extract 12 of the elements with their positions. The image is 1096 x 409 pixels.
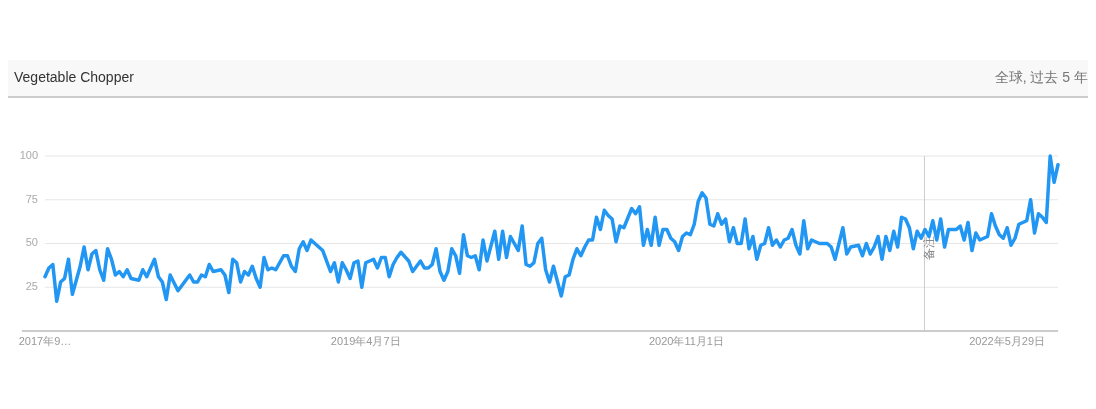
y-tick-label: 100	[19, 148, 38, 161]
x-tick-label: 2017年9…	[18, 335, 72, 347]
line-series	[43, 154, 1060, 303]
chart-subtitle: 全球, 过去 5 年	[994, 68, 1088, 85]
x-tick-label: 2019年4月7日	[330, 335, 401, 347]
x-tick-label: 2022年5月29日	[969, 335, 1046, 347]
ref-line-label: 备注	[922, 236, 937, 260]
y-tick-label: 50	[25, 236, 38, 249]
y-tick-label: 25	[25, 280, 38, 293]
y-tick-label: 75	[25, 192, 38, 205]
x-tick-label: 2020年11月1日	[648, 335, 724, 347]
chart-title: Vegetable Chopper	[14, 68, 135, 85]
